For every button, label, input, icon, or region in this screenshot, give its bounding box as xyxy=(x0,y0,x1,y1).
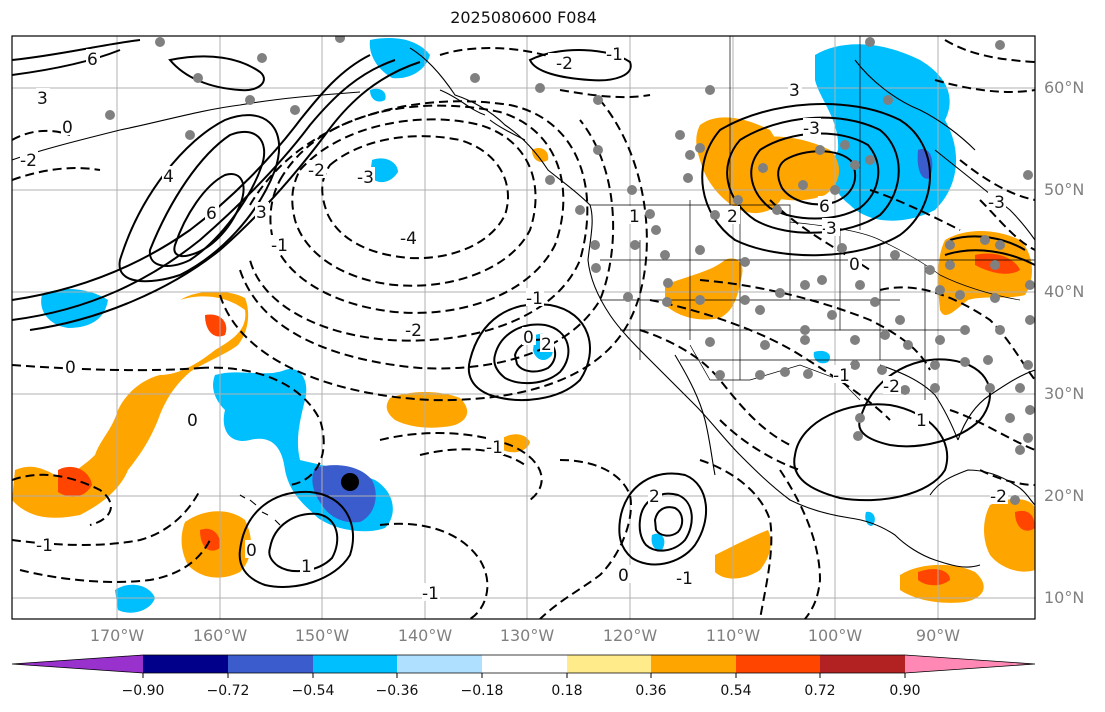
blue-field-canada-core xyxy=(917,149,933,179)
contour-label: 1 xyxy=(916,411,927,431)
contour-label: 3 xyxy=(37,89,48,109)
contour-label: 0 xyxy=(65,358,76,378)
contour-label: -2 xyxy=(308,161,325,181)
lat-label: 60°N xyxy=(1044,78,1085,97)
colorbar-extend-high xyxy=(905,655,1035,673)
contour-label: -1 xyxy=(676,569,693,589)
contour-label: -2 xyxy=(20,151,37,171)
contour-label: 1 xyxy=(629,207,640,227)
lon-label: 130°W xyxy=(499,626,555,645)
contour-label: 6 xyxy=(206,204,217,224)
colorbar-label: 0.36 xyxy=(635,683,667,699)
colorbar-label: −0.90 xyxy=(121,683,165,699)
colorbar-segment xyxy=(651,655,736,673)
colorbar-label: −0.72 xyxy=(206,683,250,699)
colorbar-segment xyxy=(482,655,567,673)
colorbar-segment xyxy=(820,655,905,673)
colorbar-label: −0.18 xyxy=(460,683,504,699)
contour-label: -1 xyxy=(486,438,503,458)
orange-field-hawaii-west-core xyxy=(200,528,221,551)
orange-field-mexico xyxy=(715,530,771,579)
lon-label: 100°W xyxy=(807,626,863,645)
orange-field-central xyxy=(386,392,468,428)
lon-label: 150°W xyxy=(294,626,350,645)
lat-label: 10°N xyxy=(1044,588,1085,607)
contour-label: -1 xyxy=(833,366,850,386)
orange-field-plains xyxy=(665,258,743,320)
contour-label: -1 xyxy=(36,536,53,556)
lon-label: 120°W xyxy=(602,626,658,645)
colorbar-label: 0.18 xyxy=(551,683,583,699)
contour-label: 4 xyxy=(163,167,174,187)
colorbar-extend-low xyxy=(12,655,143,673)
orange-field-pacific-ne xyxy=(12,291,249,518)
blue-field-hawaii-core xyxy=(312,465,376,523)
lat-label: 50°N xyxy=(1044,180,1085,199)
lat-label: 40°N xyxy=(1044,282,1085,301)
colorbar-label: 0.72 xyxy=(804,683,836,699)
lon-label: 110°W xyxy=(705,626,761,645)
contour-label: -1 xyxy=(271,236,288,256)
contour-label: -2 xyxy=(883,377,900,397)
blue-field-nw xyxy=(41,288,108,328)
contour-label: 6 xyxy=(87,50,98,70)
station-dots xyxy=(105,36,1035,505)
contour-label: -3 xyxy=(803,119,820,139)
colorbar-segment xyxy=(736,655,820,673)
lat-label: 30°N xyxy=(1044,384,1085,403)
storm-marker xyxy=(341,473,359,491)
coastlines xyxy=(12,47,1035,568)
colorbar-label: 0.90 xyxy=(889,683,921,699)
colorbar-segment xyxy=(313,655,397,673)
graticule xyxy=(12,36,1035,619)
colorbar-segment xyxy=(143,655,228,673)
contour-label: 2 xyxy=(649,487,660,507)
colorbar-label: −0.36 xyxy=(375,683,419,699)
colorbar-label: −0.54 xyxy=(291,683,335,699)
contour-label: -1 xyxy=(526,289,543,309)
contour-label: 3 xyxy=(789,81,800,101)
contour-label: 0 xyxy=(62,118,73,138)
orange-field-gulf-core xyxy=(918,569,950,586)
contour-label: -1 xyxy=(606,45,623,65)
contour-label: -3 xyxy=(357,168,374,188)
lon-label: 90°W xyxy=(915,626,961,645)
contour-label: -2 xyxy=(990,487,1007,507)
contour-label: 2 xyxy=(727,207,738,227)
contour-label: 1 xyxy=(301,557,312,577)
lon-label: 170°W xyxy=(89,626,145,645)
blue-field-south xyxy=(115,584,155,613)
contour-label: 0 xyxy=(246,541,257,561)
lon-label: 160°W xyxy=(192,626,248,645)
contour-label: 0 xyxy=(618,566,629,586)
map-frame xyxy=(11,35,1036,620)
colorbar xyxy=(11,654,1036,678)
contour-label: -2 xyxy=(556,54,573,74)
colorbar-segment xyxy=(397,655,482,673)
contour-label: 6 xyxy=(819,197,830,217)
contour-label: -1 xyxy=(422,584,439,604)
orange-field-caribbean-core xyxy=(1015,510,1035,531)
contour-label: 2 xyxy=(541,335,552,355)
contour-label: 3 xyxy=(826,219,837,239)
contours-negative xyxy=(12,39,1035,619)
colorbar-segment xyxy=(228,655,313,673)
contour-label: 0 xyxy=(523,328,534,348)
contour-label: -2 xyxy=(405,321,422,341)
colorbar-label: 0.54 xyxy=(720,683,752,699)
contour-labels: 6 3 0 -2 4 6 3 -2 -1 -4 -3 -2 0 -2 -1 1 … xyxy=(20,44,1008,604)
contour-label: -4 xyxy=(400,229,417,249)
orange-field-pacific-core xyxy=(58,314,227,497)
contour-label: -3 xyxy=(988,193,1005,213)
lon-label: 140°W xyxy=(397,626,453,645)
contour-label: 0 xyxy=(187,411,198,431)
colorbar-segment xyxy=(567,655,651,673)
blue-field-alaska xyxy=(369,37,430,79)
map-title: 2025080600 F084 xyxy=(450,8,597,27)
contour-label: 3 xyxy=(256,203,267,223)
lat-label: 20°N xyxy=(1044,486,1085,505)
contour-label: 0 xyxy=(849,255,860,275)
